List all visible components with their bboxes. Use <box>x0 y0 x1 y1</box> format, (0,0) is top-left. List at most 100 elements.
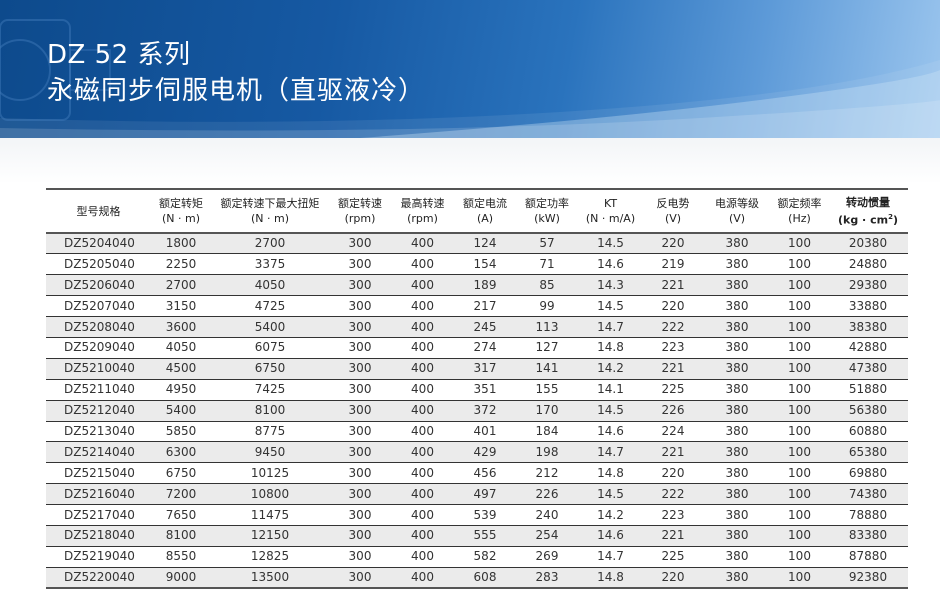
value-cell: 380 <box>703 525 771 547</box>
table-row: DZ5208040 3600 5400 300 400 245 113 14.7 222 380 1… <box>46 316 908 338</box>
value-cell: 100 <box>771 504 828 526</box>
value-cell: 224 <box>643 421 703 443</box>
table-row: DZ5212040 5400 8100 300 400 372 170 14.5 226 380 1… <box>46 400 908 422</box>
model-cell: DZ5214040 <box>46 441 151 464</box>
value-cell: 400 <box>391 462 454 485</box>
value-cell: 100 <box>771 316 828 338</box>
value-cell: 9450 <box>211 441 329 464</box>
value-cell: 124 <box>454 233 516 255</box>
column-header: 额定功率 (kW) <box>516 188 578 234</box>
unit-text: (N · m) <box>250 212 290 225</box>
value-cell: 400 <box>391 441 454 464</box>
column-header-label: 额定转速下最大扭矩 <box>220 197 320 210</box>
column-header-unit: (kW) <box>516 211 578 226</box>
value-cell: 300 <box>329 546 391 568</box>
value-cell: 99 <box>516 295 578 318</box>
value-cell: 14.3 <box>578 274 643 297</box>
model-cell: DZ5211040 <box>46 379 151 401</box>
model-cell: DZ5204040 <box>46 233 151 255</box>
value-cell: 4950 <box>151 379 211 401</box>
value-cell: 9000 <box>151 567 211 590</box>
value-cell: 300 <box>329 400 391 422</box>
value-cell: 240 <box>516 504 578 526</box>
value-cell: 14.7 <box>578 546 643 568</box>
value-cell: 582 <box>454 546 516 568</box>
value-cell: 100 <box>771 525 828 547</box>
value-cell: 8775 <box>211 421 329 443</box>
model-cell: DZ5208040 <box>46 316 151 338</box>
value-cell: 3375 <box>211 253 329 276</box>
value-cell: 100 <box>771 421 828 443</box>
value-cell: 269 <box>516 546 578 568</box>
value-cell: 85 <box>516 274 578 297</box>
value-cell: 5400 <box>151 400 211 422</box>
value-cell: 380 <box>703 379 771 401</box>
value-cell: 14.5 <box>578 483 643 506</box>
value-cell: 380 <box>703 274 771 297</box>
value-cell: 220 <box>643 233 703 255</box>
value-cell: 33880 <box>828 295 908 318</box>
value-cell: 78880 <box>828 504 908 526</box>
value-cell: 14.6 <box>578 421 643 443</box>
model-cell: DZ5212040 <box>46 400 151 422</box>
value-cell: 300 <box>329 504 391 526</box>
value-cell: 380 <box>703 421 771 443</box>
table-row: DZ5214040 6300 9450 300 400 429 198 14.7 221 380 1… <box>46 441 908 464</box>
column-header-unit: (N · m) <box>151 211 211 226</box>
value-cell: 300 <box>329 274 391 297</box>
value-cell: 400 <box>391 421 454 443</box>
value-cell: 372 <box>454 400 516 422</box>
value-cell: 10125 <box>211 462 329 485</box>
column-header-unit: (N · m/A) <box>578 211 643 226</box>
unit-text: (N · m) <box>161 212 201 225</box>
value-cell: 220 <box>643 462 703 485</box>
column-header-unit: (rpm) <box>329 211 391 226</box>
value-cell: 400 <box>391 295 454 318</box>
value-cell: 400 <box>391 546 454 568</box>
value-cell: 300 <box>329 525 391 547</box>
value-cell: 226 <box>643 400 703 422</box>
table-row: DZ5205040 2250 3375 300 400 154 71 14.6 219 380 10… <box>46 253 908 276</box>
column-header: 额定频率 (Hz) <box>771 188 828 234</box>
value-cell: 429 <box>454 441 516 464</box>
value-cell: 100 <box>771 546 828 568</box>
column-header-unit: (kg · cm2) <box>828 210 908 228</box>
column-header-label: 额定转速 <box>338 197 382 210</box>
column-header: 电源等级 (V) <box>703 188 771 234</box>
column-header: 反电势 (V) <box>643 188 703 234</box>
model-cell: DZ5205040 <box>46 253 151 276</box>
value-cell: 274 <box>454 337 516 359</box>
model-cell: DZ5216040 <box>46 483 151 506</box>
value-cell: 65380 <box>828 441 908 464</box>
header-banner: DZ 52 系列 永磁同步伺服电机（直驱液冷） <box>0 0 940 138</box>
value-cell: 300 <box>329 233 391 255</box>
value-cell: 300 <box>329 462 391 485</box>
table-row: DZ5218040 8100 12150 300 400 555 254 14.6 221 380… <box>46 525 908 547</box>
value-cell: 24880 <box>828 253 908 276</box>
value-cell: 7425 <box>211 379 329 401</box>
value-cell: 2700 <box>151 274 211 297</box>
value-cell: 456 <box>454 462 516 485</box>
value-cell: 219 <box>643 253 703 276</box>
unit-superscript: 2 <box>888 212 893 221</box>
value-cell: 221 <box>643 274 703 297</box>
model-cell: DZ5206040 <box>46 274 151 297</box>
column-header: 最高转速 (rpm) <box>391 188 454 234</box>
value-cell: 170 <box>516 400 578 422</box>
value-cell: 20380 <box>828 233 908 255</box>
value-cell: 608 <box>454 567 516 590</box>
value-cell: 29380 <box>828 274 908 297</box>
value-cell: 100 <box>771 441 828 464</box>
column-header: 额定转速下最大扭矩 (N · m) <box>211 188 329 234</box>
value-cell: 380 <box>703 295 771 318</box>
table-row: DZ5213040 5850 8775 300 400 401 184 14.6 224 380 1… <box>46 421 908 443</box>
model-cell: DZ5207040 <box>46 295 151 318</box>
column-header-label: 电源等级 <box>715 197 759 210</box>
value-cell: 380 <box>703 400 771 422</box>
motor-watermark-icon <box>0 19 111 121</box>
model-cell: DZ5217040 <box>46 504 151 526</box>
value-cell: 300 <box>329 316 391 338</box>
unit-text: (kW) <box>534 212 560 225</box>
value-cell: 380 <box>703 441 771 464</box>
column-header: 型号规格 <box>46 188 151 234</box>
